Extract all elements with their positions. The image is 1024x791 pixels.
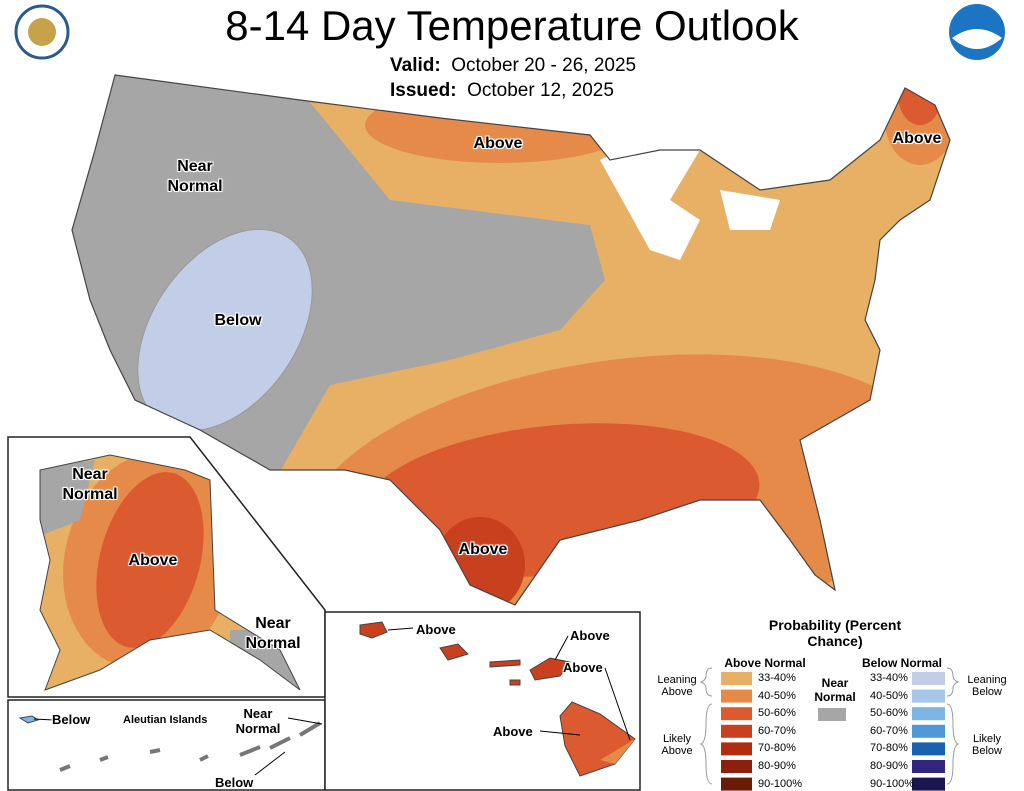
bracket (946, 703, 960, 785)
leader-line (554, 635, 569, 661)
legend-near-title: Near Normal (814, 676, 856, 704)
legend-range: 40-50% (758, 689, 796, 702)
legend-range: 33-40% (758, 672, 796, 684)
legend-range: 50-60% (758, 707, 796, 720)
aleutian-islands (59, 721, 322, 772)
island (359, 621, 388, 639)
title: 8-14 Day Temperature Outlook (225, 2, 799, 49)
leader-line (604, 667, 631, 741)
leader-line (387, 627, 414, 631)
legend-swatch (721, 672, 752, 685)
map-label: Near Normal (235, 706, 281, 736)
legend-range: 40-50% (870, 689, 908, 702)
map-label: Above (473, 135, 523, 152)
issued-line: Issued: October 12, 2025 (390, 80, 614, 102)
legend-range: 80-90% (870, 760, 908, 772)
map-label: Near Normal (245, 615, 301, 652)
legend (721, 672, 945, 791)
legend-range: 70-80% (758, 742, 796, 755)
map-label: Below (214, 312, 262, 329)
legend-range: 80-90% (758, 760, 796, 772)
legend-above-title: Above Normal (724, 656, 806, 670)
map-label: Above (458, 541, 508, 558)
map-label: Above (892, 130, 942, 147)
valid-label: Valid: (390, 55, 441, 76)
valid-line: Valid: October 20 - 26, 2025 (390, 55, 636, 77)
map-label: Below (52, 712, 91, 727)
bracket (946, 667, 960, 697)
leader-line (254, 751, 286, 776)
bracket (699, 703, 713, 785)
legend-swatch (818, 708, 846, 721)
legend-swatch (721, 760, 752, 773)
bracket (699, 667, 713, 697)
issued-date: October 12, 2025 (467, 80, 614, 101)
map-label: Above (570, 628, 610, 643)
legend-range: 60-70% (758, 724, 796, 737)
legend-likely-above: Likely Above (661, 733, 693, 757)
conus-outline (71, 74, 951, 606)
alaska-outline (39, 454, 301, 691)
legend-swatch (912, 689, 945, 703)
map-label: Above (128, 552, 178, 569)
legend-swatch (912, 724, 945, 738)
legend-range: 33-40% (870, 672, 908, 684)
map-label: Above (493, 724, 533, 739)
legend-range: 90-100% (758, 777, 803, 790)
legend-swatch (721, 707, 752, 721)
legend-title: Probability (Percent Chance) (768, 617, 902, 649)
leader-line (287, 717, 323, 725)
island-region (600, 739, 635, 764)
map-label: Near Normal (167, 158, 223, 195)
legend-swatch (912, 777, 945, 791)
legend-swatch (912, 707, 945, 721)
map-label: Near Normal (62, 466, 118, 503)
legend-range: 60-70% (870, 724, 908, 737)
legend-range: 90-100% (870, 777, 915, 790)
issued-label: Issued: (390, 80, 457, 101)
legend-swatch (912, 672, 945, 685)
legend-range: 70-80% (870, 742, 908, 755)
legend-swatch (721, 689, 752, 703)
map-label: Below (215, 775, 254, 790)
legend-swatch (721, 742, 752, 756)
leader-line (33, 718, 55, 721)
map-label: Above (416, 622, 456, 637)
legend-likely-below: Likely Below (972, 733, 1002, 757)
island (439, 643, 469, 661)
legend-leaning-below: Leaning Below (967, 674, 1007, 698)
legend-swatch (912, 742, 945, 756)
doc-logo-center (28, 18, 56, 46)
legend-swatch (721, 777, 752, 791)
legend-swatch (721, 724, 752, 738)
leader-line (539, 730, 581, 736)
valid-dates: October 20 - 26, 2025 (451, 55, 637, 76)
map-label: Aleutian Islands (123, 714, 208, 726)
legend-leaning-above: Leaning Above (657, 674, 697, 698)
noaa-logo-wave (952, 29, 1002, 49)
island (489, 657, 571, 686)
legend-range: 50-60% (870, 707, 908, 720)
legend-swatch (912, 760, 945, 773)
map-label: Above (563, 660, 603, 675)
legend-below-title: Below Normal (861, 656, 942, 670)
aleutian-island (18, 715, 40, 724)
